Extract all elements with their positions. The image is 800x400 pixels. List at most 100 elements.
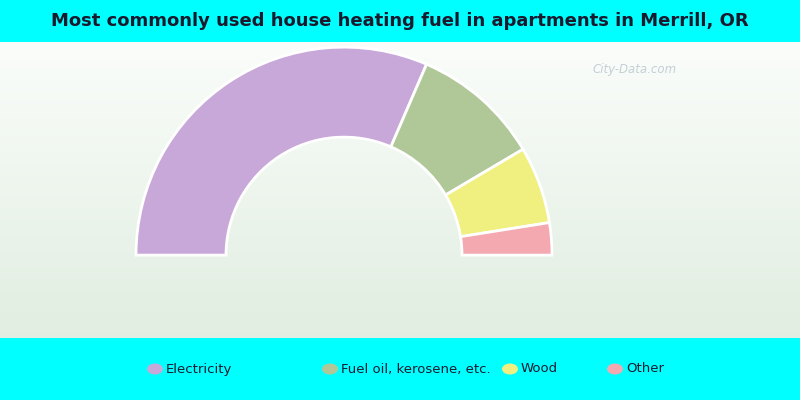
Bar [0,300,800,301]
Bar [0,54,800,55]
Bar [0,48,800,49]
Bar [0,203,800,204]
Bar [0,323,800,324]
Bar [0,272,800,273]
Bar [0,167,800,168]
Bar [0,298,800,299]
Bar [0,156,800,157]
Bar [0,314,800,315]
Bar [0,218,800,219]
Bar [0,98,800,99]
Bar [0,299,800,300]
Bar [0,312,800,313]
Bar [0,206,800,207]
Bar [0,197,800,198]
Bar [0,332,800,333]
Bar [0,194,800,195]
Bar [0,247,800,248]
Ellipse shape [502,364,518,374]
Bar [0,297,800,298]
Bar [0,284,800,285]
Bar [0,282,800,283]
Bar [0,334,800,335]
Bar [0,180,800,181]
Bar [0,133,800,134]
Bar [0,275,800,276]
Bar [0,108,800,109]
Bar [0,242,800,243]
Bar [0,164,800,165]
Wedge shape [461,222,552,255]
Bar [0,244,800,245]
Bar [0,257,800,258]
Bar [0,163,800,164]
Bar [0,307,800,308]
Bar [0,53,800,54]
Bar [0,302,800,303]
Bar [0,145,800,146]
Bar [0,65,800,66]
Bar [0,210,800,211]
Bar [0,295,800,296]
Bar [0,57,800,58]
Bar [0,183,800,184]
Bar [0,62,800,63]
Bar [0,109,800,110]
Bar [0,324,800,325]
Bar [0,130,800,131]
Bar [0,186,800,187]
Bar [0,313,800,314]
Bar [0,294,800,295]
Bar [0,306,800,307]
Wedge shape [391,64,523,195]
Bar [0,107,800,108]
Bar [0,305,800,306]
Bar [0,331,800,332]
Bar [0,138,800,139]
Bar [0,260,800,261]
Bar [0,318,800,319]
Bar [0,88,800,89]
Bar [0,250,800,251]
Bar [0,113,800,114]
Bar [0,320,800,321]
Bar [0,249,800,250]
Bar [0,181,800,182]
Bar [0,196,800,197]
Bar [0,95,800,96]
Bar [0,172,800,173]
Bar [0,184,800,185]
Bar [0,177,800,178]
Bar [0,336,800,337]
Bar [0,92,800,93]
Bar [0,179,800,180]
Bar [0,115,800,116]
Bar [0,143,800,144]
Bar [0,190,800,191]
Bar [0,266,800,267]
Bar [0,335,800,336]
Bar [0,168,800,169]
Bar [0,51,800,52]
Bar [0,214,800,215]
Bar [0,256,800,257]
Bar [0,325,800,326]
Bar [0,117,800,118]
Bar [0,116,800,117]
Bar [0,264,800,265]
Bar [0,158,800,159]
Bar [0,128,800,129]
Bar [0,147,800,148]
Bar [0,161,800,162]
Bar [0,240,800,241]
Bar [0,176,800,177]
Bar [0,55,800,56]
Bar [0,252,800,253]
Bar [0,243,800,244]
Bar [0,230,800,231]
Bar [0,231,800,232]
Bar [0,327,800,328]
Bar [0,238,800,239]
Bar [0,204,800,205]
Bar [0,283,800,284]
